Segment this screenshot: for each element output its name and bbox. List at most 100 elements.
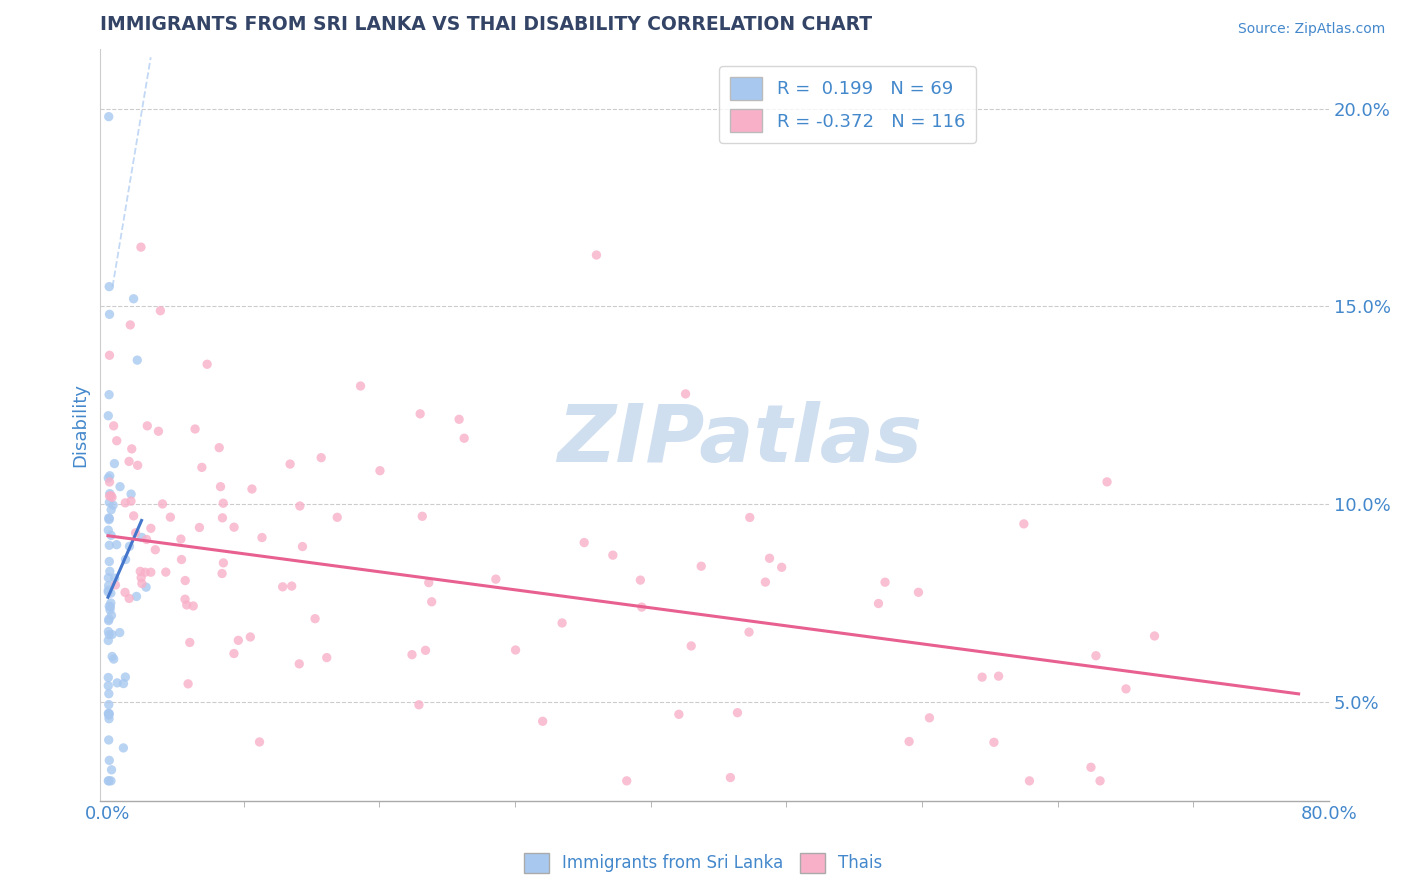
Point [288, 657, 311, 671]
Point [188, 520, 211, 534]
Point [100, 586, 122, 600]
Point [280, 579, 302, 593]
Y-axis label: Disability: Disability [72, 383, 89, 467]
Point [98, 554, 121, 568]
Point [97, 614, 120, 628]
Point [125, 590, 148, 604]
Point [104, 571, 127, 585]
Point [98, 603, 121, 617]
Point [868, 597, 890, 611]
Point [98, 599, 121, 614]
Point [98, 307, 121, 321]
Point [97, 773, 120, 788]
Point [98, 279, 121, 293]
Point [209, 480, 232, 494]
Point [98, 489, 121, 503]
Point [98, 628, 121, 642]
Point [668, 707, 690, 722]
Point [738, 625, 761, 640]
Point [572, 535, 595, 549]
Point [758, 551, 780, 566]
Point [114, 552, 136, 566]
Point [97, 409, 120, 423]
Point [1095, 475, 1118, 489]
Point [531, 714, 554, 729]
Point [1084, 648, 1107, 663]
Point [738, 510, 761, 524]
Point [972, 670, 994, 684]
Point [616, 773, 638, 788]
Point [118, 591, 141, 606]
Point [114, 496, 136, 510]
Point [208, 441, 231, 455]
Point [326, 510, 349, 524]
Point [718, 771, 741, 785]
Point [250, 531, 273, 545]
Point [1018, 773, 1040, 788]
Point [98, 475, 121, 489]
Point [159, 510, 181, 524]
Point [170, 532, 193, 546]
Point [184, 422, 207, 436]
Text: Source: ZipAtlas.com: Source: ZipAtlas.com [1237, 22, 1385, 37]
Point [100, 773, 122, 788]
Point [505, 643, 527, 657]
Point [1143, 629, 1166, 643]
Point [97, 698, 120, 712]
Point [211, 511, 233, 525]
Point [148, 424, 170, 438]
Point [114, 670, 136, 684]
Point [105, 538, 128, 552]
Point [131, 576, 153, 591]
Point [129, 571, 152, 585]
Point [409, 407, 432, 421]
Point [97, 578, 120, 592]
Point [1088, 773, 1111, 788]
Point [108, 625, 131, 640]
Point [485, 572, 508, 586]
Point [129, 565, 152, 579]
Point [1115, 681, 1137, 696]
Point [98, 486, 121, 500]
Point [101, 649, 124, 664]
Point [585, 248, 607, 262]
Text: ZIPatlas: ZIPatlas [557, 401, 922, 479]
Point [690, 559, 713, 574]
Point [112, 740, 135, 755]
Point [122, 292, 145, 306]
Point [100, 489, 122, 503]
Point [98, 387, 121, 401]
Point [176, 598, 198, 612]
Point [135, 580, 157, 594]
Point [97, 585, 120, 599]
Point [100, 596, 122, 610]
Point [103, 457, 125, 471]
Point [222, 647, 245, 661]
Point [98, 612, 121, 626]
Point [98, 599, 121, 614]
Point [120, 494, 142, 508]
Point [174, 574, 197, 588]
Point [315, 650, 337, 665]
Point [120, 487, 142, 501]
Point [983, 735, 1005, 749]
Point [98, 495, 121, 509]
Point [191, 460, 214, 475]
Point [129, 240, 152, 254]
Point [98, 538, 121, 552]
Point [211, 566, 233, 581]
Point [177, 677, 200, 691]
Point [1012, 516, 1035, 531]
Point [127, 458, 149, 473]
Point [551, 615, 574, 630]
Point [149, 303, 172, 318]
Point [987, 669, 1010, 683]
Legend: R =  0.199   N = 69, R = -0.372   N = 116: R = 0.199 N = 69, R = -0.372 N = 116 [718, 66, 976, 143]
Point [98, 712, 121, 726]
Point [174, 592, 197, 607]
Point [278, 457, 301, 471]
Point [271, 580, 294, 594]
Point [98, 706, 121, 721]
Point [681, 639, 703, 653]
Point [97, 523, 120, 537]
